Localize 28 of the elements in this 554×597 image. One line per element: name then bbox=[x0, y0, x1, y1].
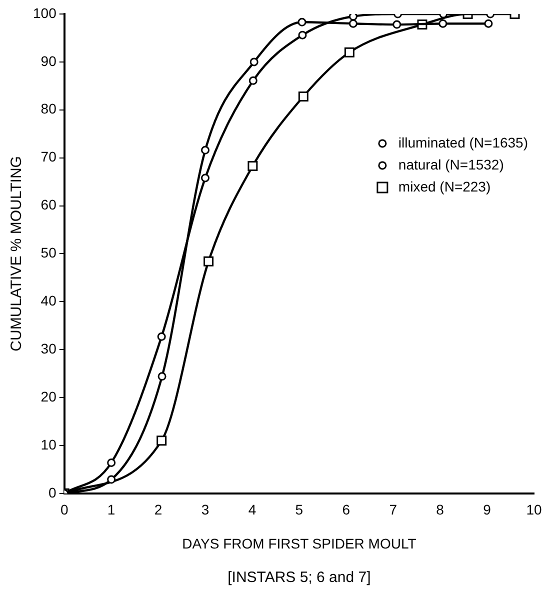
y-tick-label: 90 bbox=[40, 52, 57, 69]
legend-label: natural (N=1532) bbox=[398, 156, 504, 172]
y-tick-label: 40 bbox=[40, 292, 57, 308]
x-axis-title: DAYS FROM FIRST SPIDER MOULT bbox=[182, 535, 417, 552]
y-tick-label: 50 bbox=[40, 244, 57, 261]
y-tick-label: 60 bbox=[40, 196, 57, 213]
x-tick-label: 5 bbox=[295, 502, 304, 518]
x-tick-label: 7 bbox=[389, 502, 398, 518]
y-axis-title: CUMULATIVE % MOULTING bbox=[8, 156, 26, 352]
x-tick-label: 8 bbox=[436, 502, 444, 518]
x-tick-label: 10 bbox=[526, 502, 542, 518]
x-tick-label: 3 bbox=[201, 502, 210, 518]
y-tick-label: 20 bbox=[40, 388, 57, 404]
x-tick-label: 4 bbox=[248, 502, 256, 518]
legend-label: mixed (N=223) bbox=[398, 178, 491, 194]
y-tick-label: 0 bbox=[48, 484, 57, 500]
y-tick-label: 10 bbox=[40, 436, 57, 452]
x-tick-label: 6 bbox=[342, 502, 350, 518]
text: [INSTARS 5; 6 and 7] bbox=[228, 569, 371, 586]
y-tick-label: 70 bbox=[40, 148, 57, 165]
y-tick-label: 30 bbox=[40, 340, 57, 356]
legend-label: illuminated (N=1635) bbox=[398, 134, 528, 150]
x-tick-label: 9 bbox=[483, 502, 492, 518]
x-tick-label: 0 bbox=[60, 502, 68, 518]
y-tick-label: 80 bbox=[40, 100, 57, 117]
x-tick-label: 2 bbox=[154, 502, 162, 518]
y-tick-label: 100 bbox=[33, 4, 57, 21]
x-tick-label: 1 bbox=[107, 502, 116, 518]
